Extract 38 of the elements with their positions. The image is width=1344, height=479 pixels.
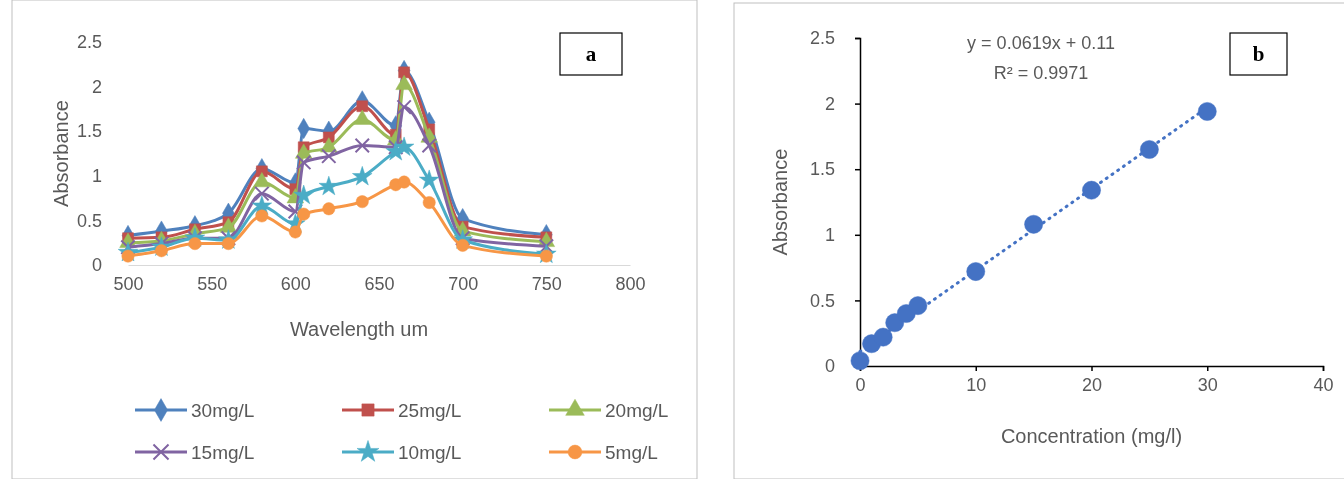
y-tick-label: 1 [824, 225, 835, 246]
x-tick-label: 800 [615, 273, 646, 294]
y-axis-title: Absorbance [769, 148, 791, 256]
annotation: b [1252, 42, 1265, 66]
x-tick-label: 40 [1313, 374, 1334, 395]
y-axis-title: Absorbance [50, 100, 72, 207]
y-tick-label: 0.5 [809, 290, 835, 311]
legend-label: 5mg/L [605, 442, 658, 463]
y-tick-label: 2 [824, 93, 835, 114]
y-tick-label: 1.5 [76, 121, 102, 142]
x-axis-title: Concentration (mg/l) [1000, 425, 1183, 447]
y-tick-label: 0 [824, 356, 835, 377]
x-tick-label: 500 [113, 273, 144, 294]
legend-label: 25mg/L [398, 400, 462, 421]
y-tick-label: 2 [91, 76, 102, 97]
y-tick-label: 2.5 [809, 28, 835, 49]
legend-label: 10mg/L [398, 442, 462, 463]
x-tick-label: 20 [1081, 374, 1103, 395]
annotation: R² = 0.9971 [993, 63, 1089, 83]
y-tick-label: 1 [91, 166, 102, 187]
x-tick-label: 750 [531, 273, 562, 294]
annotation: a [585, 42, 597, 66]
legend-label: 30mg/L [191, 400, 255, 421]
x-tick-label: 30 [1197, 374, 1218, 395]
x-tick-label: 0 [855, 374, 866, 395]
x-tick-label: 700 [448, 273, 479, 294]
x-tick-label: 600 [280, 273, 311, 294]
annotation: y = 0.0619x + 0.11 [967, 33, 1115, 53]
legend-label: 20mg/L [605, 400, 669, 421]
x-tick-label: 550 [197, 273, 228, 294]
x-tick-label: 10 [966, 374, 987, 395]
x-tick-label: 650 [364, 273, 395, 294]
x-axis-title: Wavelength um [289, 318, 429, 340]
y-tick-label: 0 [91, 255, 102, 276]
legend-label: 15mg/L [191, 442, 255, 463]
y-tick-label: 0.5 [76, 210, 102, 231]
y-tick-label: 2.5 [76, 32, 102, 53]
y-tick-label: 1.5 [809, 159, 835, 180]
